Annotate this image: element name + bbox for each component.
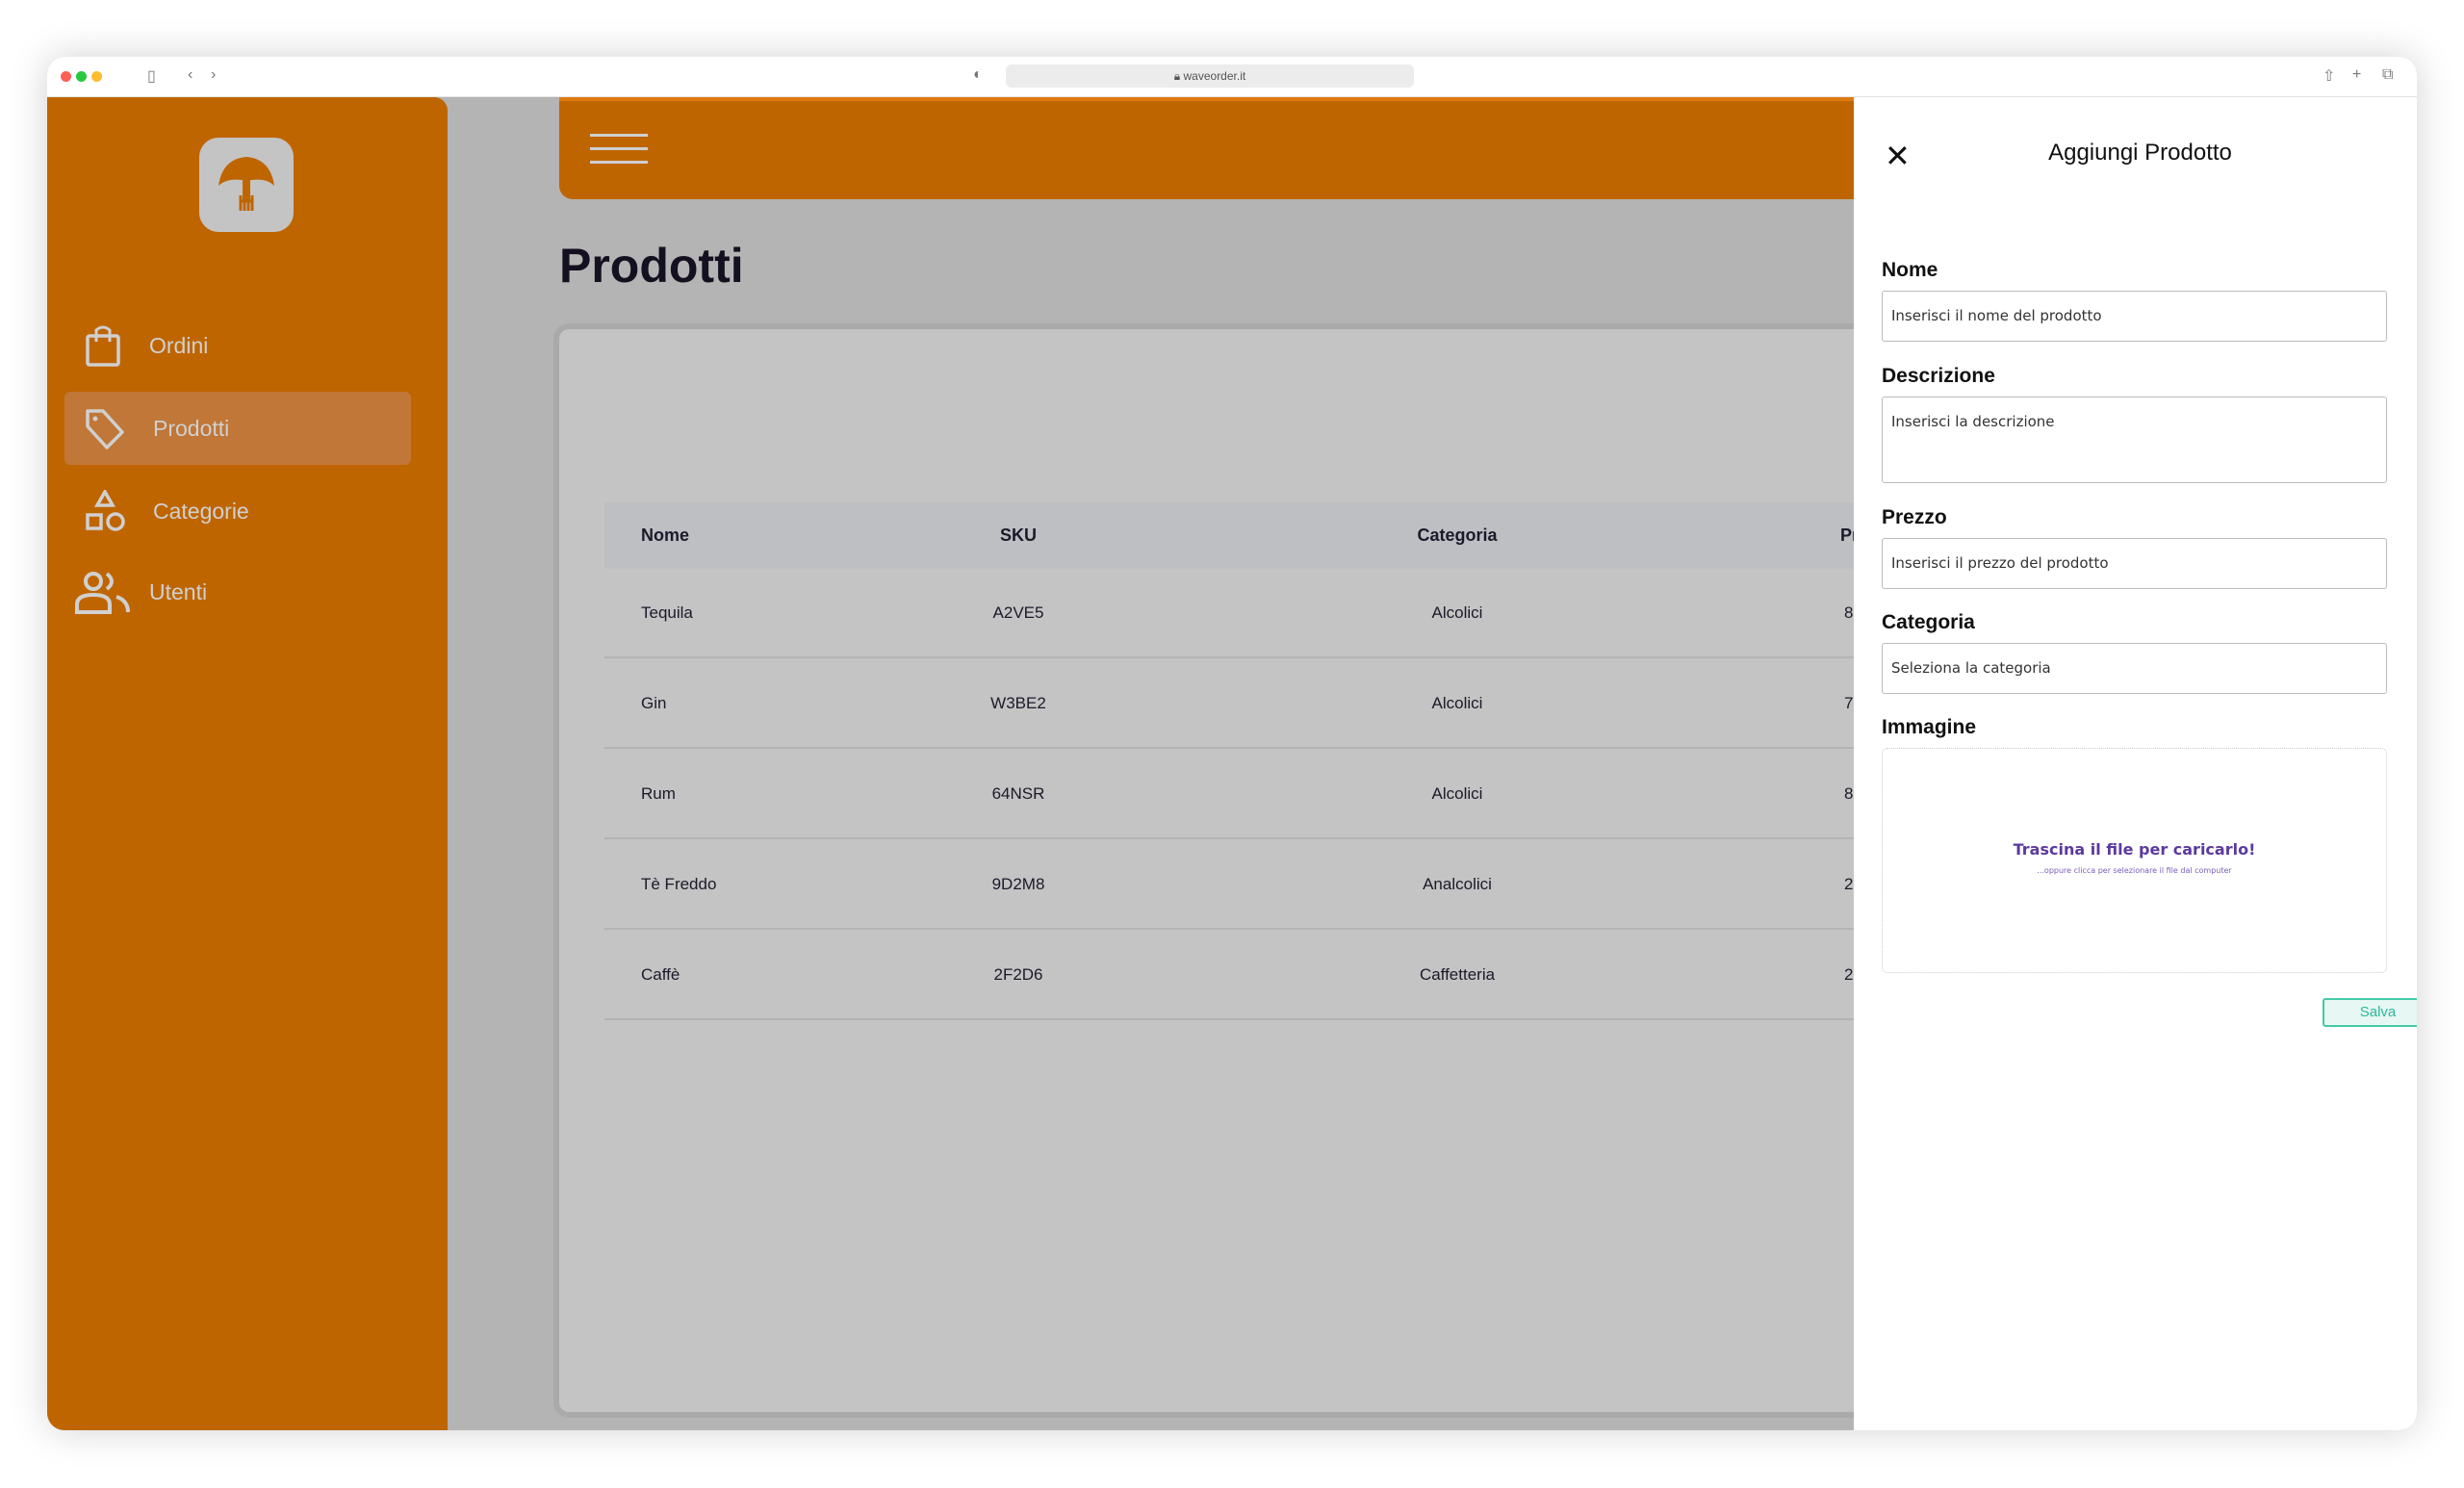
descrizione-label: Descrizione bbox=[1882, 365, 1995, 387]
column-header-categoria[interactable]: Categoria bbox=[1417, 526, 1498, 545]
sidebar-item-ordini[interactable]: Ordini bbox=[64, 309, 411, 382]
sidebar-item-prodotti[interactable]: Prodotti bbox=[64, 392, 411, 465]
cell-sku: 64NSR bbox=[991, 784, 1045, 803]
sidebar-item-utenti[interactable]: Utenti bbox=[64, 555, 411, 629]
zoom-window-button[interactable] bbox=[76, 71, 87, 82]
forward-icon[interactable]: › bbox=[211, 66, 217, 83]
new-tab-icon[interactable]: + bbox=[2352, 66, 2362, 83]
nome-label: Nome bbox=[1882, 259, 1938, 281]
prezzo-input[interactable]: Inserisci il prezzo del prodotto bbox=[1882, 538, 2387, 589]
browser-toolbar: ▯ ‹ › ◐ 🔒︎ waveorder.it ⇧ + ⧉ bbox=[47, 57, 2417, 97]
panel-title: Aggiungi Prodotto bbox=[2048, 140, 2232, 166]
table-row[interactable]: Caffè 2F2D6 Caffetteria 2, bbox=[604, 931, 1894, 1020]
top-header bbox=[559, 97, 1907, 199]
minimize-window-button[interactable] bbox=[91, 71, 102, 82]
cell-sku: W3BE2 bbox=[990, 694, 1046, 712]
dropzone-subtitle: ...oppure clicca per selezionare il file… bbox=[2037, 866, 2232, 875]
cell-categoria: Caffetteria bbox=[1419, 965, 1496, 984]
browser-window: ▯ ‹ › ◐ 🔒︎ waveorder.it ⇧ + ⧉ Ordini Pro… bbox=[47, 57, 2417, 1430]
sidebar-item-label: Prodotti bbox=[153, 415, 230, 441]
cell-categoria: Analcolici bbox=[1423, 875, 1492, 893]
categoria-select[interactable]: Seleziona la categoria bbox=[1882, 643, 2387, 694]
cell-nome: Rum bbox=[641, 784, 676, 803]
table-row[interactable]: Tequila A2VE5 Alcolici 8, bbox=[604, 569, 1894, 658]
shapes-icon bbox=[86, 490, 125, 531]
cell-categoria: Alcolici bbox=[1431, 603, 1483, 622]
sidebar-item-categorie[interactable]: Categorie bbox=[64, 475, 411, 548]
categoria-label: Categoria bbox=[1882, 611, 1975, 633]
cell-categoria: Alcolici bbox=[1431, 784, 1483, 803]
cell-nome: Gin bbox=[641, 694, 667, 712]
close-window-button[interactable] bbox=[61, 71, 71, 82]
lock-icon: 🔒︎ bbox=[1173, 69, 1184, 83]
save-button[interactable]: Salva bbox=[2323, 998, 2417, 1027]
address-bar[interactable]: 🔒︎ waveorder.it bbox=[1006, 64, 1414, 88]
tabs-overview-icon[interactable]: ⧉ bbox=[2382, 66, 2394, 83]
column-header-nome[interactable]: Nome bbox=[641, 526, 690, 545]
dropzone-title: Trascina il file per caricarlo! bbox=[2013, 840, 2256, 859]
url-text: waveorder.it bbox=[1183, 69, 1246, 83]
sidebar-item-label: Categorie bbox=[153, 498, 249, 524]
descrizione-textarea[interactable]: Inserisci la descrizione bbox=[1882, 397, 2387, 483]
table-row[interactable]: Rum 64NSR Alcolici 8, bbox=[604, 750, 1894, 839]
close-icon[interactable]: ✕ bbox=[1885, 139, 1911, 173]
page-title: Prodotti bbox=[559, 239, 744, 293]
users-icon bbox=[75, 572, 130, 614]
sidebar-toggle-icon[interactable]: ▯ bbox=[147, 68, 156, 85]
prezzo-label: Prezzo bbox=[1882, 506, 1947, 528]
share-icon[interactable]: ⇧ bbox=[2323, 68, 2336, 85]
back-icon[interactable]: ‹ bbox=[188, 66, 193, 83]
cell-categoria: Alcolici bbox=[1431, 694, 1483, 712]
shopping-bag-icon bbox=[86, 325, 120, 367]
hamburger-menu-icon[interactable] bbox=[590, 134, 648, 174]
nome-input[interactable]: Inserisci il nome del prodotto bbox=[1882, 291, 2387, 342]
cell-sku: 9D2M8 bbox=[991, 875, 1045, 893]
cell-sku: A2VE5 bbox=[992, 603, 1044, 622]
sidebar-item-label: Ordini bbox=[149, 332, 209, 358]
products-card: Nome SKU Categoria Pr Tequila A2VE5 Alcoli… bbox=[553, 323, 1901, 1418]
table-header: Nome SKU Categoria Pr bbox=[604, 502, 1894, 569]
cell-sku: 2F2D6 bbox=[993, 965, 1043, 984]
table-row[interactable]: Gin W3BE2 Alcolici 7, bbox=[604, 659, 1894, 749]
immagine-label: Immagine bbox=[1882, 716, 1977, 738]
cell-nome: Tequila bbox=[641, 603, 693, 622]
privacy-shield-icon[interactable]: ◐ bbox=[973, 66, 983, 83]
sidebar: Ordini Prodotti Categorie Utenti bbox=[47, 97, 448, 1430]
cell-nome: Tè Freddo bbox=[641, 875, 717, 893]
column-header-sku[interactable]: SKU bbox=[999, 526, 1038, 545]
sidebar-item-label: Utenti bbox=[149, 578, 208, 604]
tag-icon bbox=[86, 409, 124, 449]
app-logo[interactable] bbox=[199, 138, 294, 232]
image-dropzone[interactable]: Trascina il file per caricarlo! ...oppur… bbox=[1882, 748, 2387, 973]
cell-nome: Caffè bbox=[641, 965, 680, 984]
table-row[interactable]: Tè Freddo 9D2M8 Analcolici 2, bbox=[604, 840, 1894, 930]
add-product-panel: ✕ Aggiungi Prodotto Nome Inserisci il no… bbox=[1854, 97, 2417, 1430]
